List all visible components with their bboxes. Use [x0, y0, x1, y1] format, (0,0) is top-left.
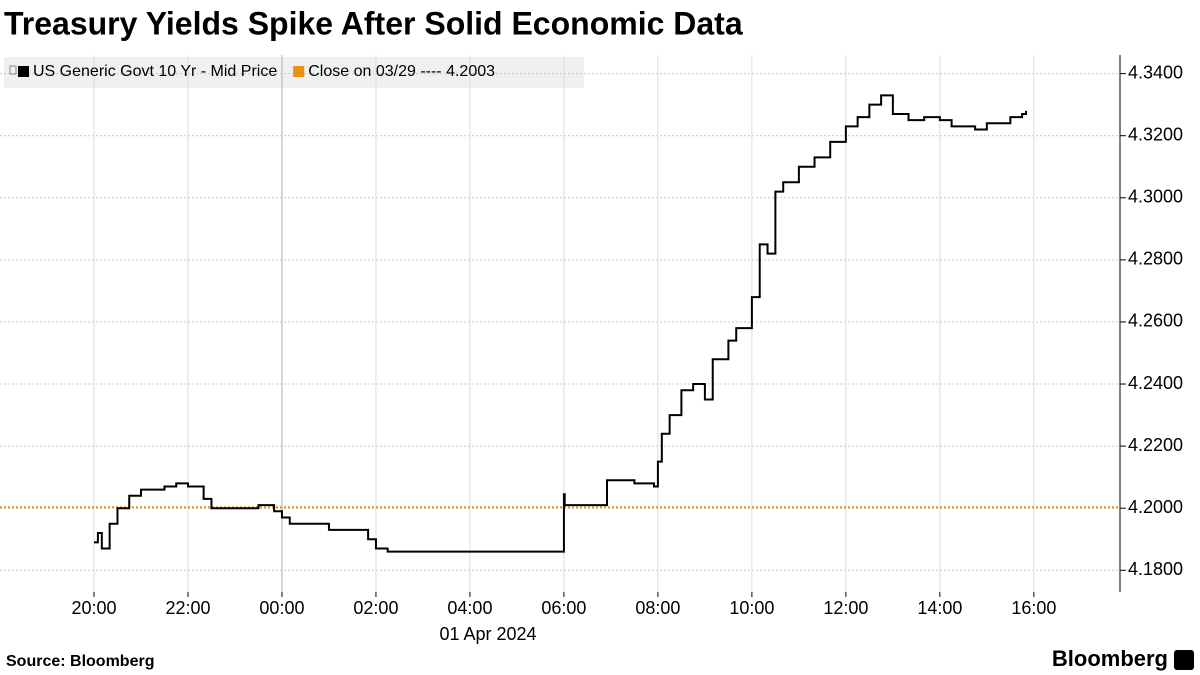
y-tick-label: 4.3000 [1128, 187, 1183, 207]
x-tick-label: 00:00 [259, 598, 304, 618]
x-tick-label: 02:00 [353, 598, 398, 618]
x-tick-label: 06:00 [541, 598, 586, 618]
x-tick-label: 20:00 [71, 598, 116, 618]
line [93, 94, 1028, 553]
legend-swatch [293, 66, 305, 77]
legend-swatch [18, 66, 29, 77]
brand-icon [1174, 650, 1194, 670]
y-tick-label: 4.2000 [1128, 497, 1183, 517]
y-tick-label: 4.3400 [1128, 62, 1183, 82]
x-tick-label: 10:00 [729, 598, 774, 618]
y-tick-label: 4.3200 [1128, 124, 1183, 144]
y-tick-label: 4.2600 [1128, 311, 1183, 331]
x-tick-label: 04:00 [447, 598, 492, 618]
chart-title: Treasury Yields Spike After Solid Econom… [4, 5, 743, 41]
x-tick-label: 16:00 [1011, 598, 1056, 618]
x-tick-label: 22:00 [165, 598, 210, 618]
date-label: 01 Apr 2024 [439, 624, 536, 644]
y-tick-label: 4.2200 [1128, 435, 1183, 455]
legend-marker-icon [9, 65, 17, 75]
x-tick-label: 12:00 [823, 598, 868, 618]
x-tick-label: 08:00 [635, 598, 680, 618]
y-tick-label: 4.2400 [1128, 373, 1183, 393]
legend-label: Close on 03/29 ---- 4.2003 [308, 63, 495, 80]
source: Source: Bloomberg [6, 653, 154, 670]
y-tick-label: 4.1800 [1128, 559, 1183, 579]
y-tick-label: 4.2800 [1128, 249, 1183, 269]
brand: Bloomberg [1052, 646, 1168, 671]
x-tick-label: 14:00 [917, 598, 962, 618]
legend-label: US Generic Govt 10 Yr - Mid Price [33, 63, 277, 80]
